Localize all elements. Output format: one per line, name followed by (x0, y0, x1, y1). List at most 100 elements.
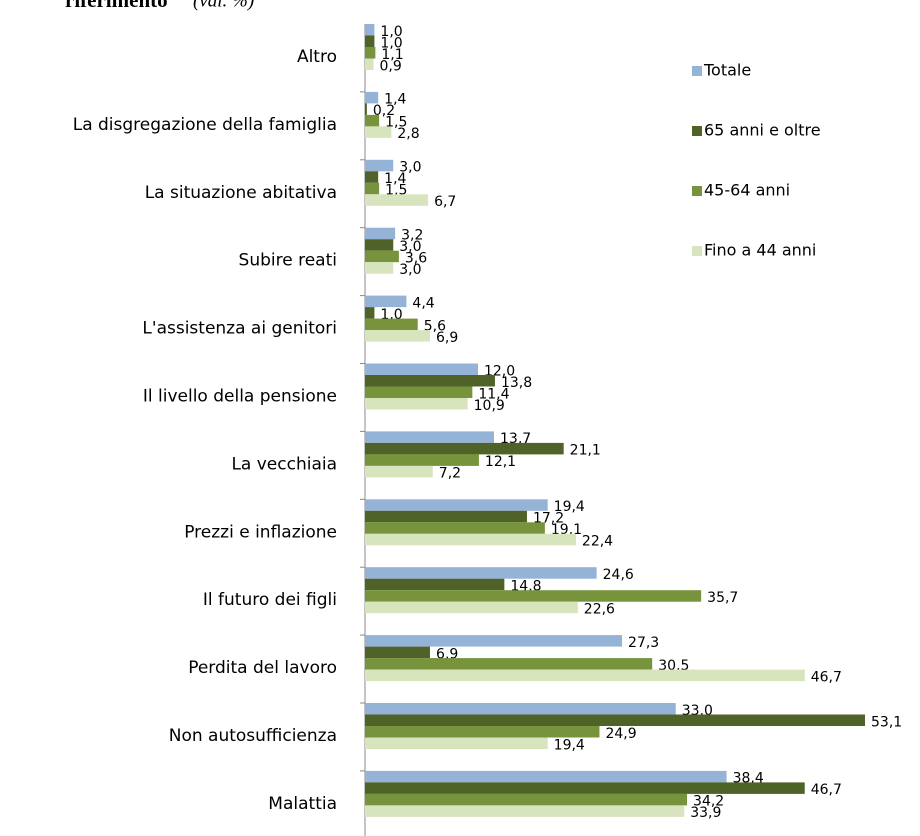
data-label: 21,1 (570, 443, 601, 459)
legend-label: Totale (703, 61, 751, 80)
legend-swatch (692, 246, 702, 256)
bar (365, 601, 578, 614)
bar (365, 578, 505, 591)
category-label: Perdita del lavoro (188, 658, 337, 678)
bar (365, 714, 865, 726)
data-label: 6,9 (436, 330, 458, 346)
bar (365, 126, 392, 138)
data-label: 1,1 (381, 47, 403, 63)
bar (365, 635, 623, 647)
bar (365, 431, 495, 443)
data-label: 33,9 (690, 805, 721, 821)
bar (365, 658, 653, 670)
bar (365, 590, 702, 602)
data-label: 3,6 (405, 250, 427, 266)
bar (365, 442, 564, 455)
data-label: 1,4 (384, 92, 406, 108)
bar (365, 239, 394, 251)
data-label: 3,2 (401, 227, 423, 243)
bar (365, 91, 379, 104)
chart-title: riferimento (65, 0, 168, 12)
category-label: L'assistenza ai genitori (142, 319, 337, 339)
data-label: 27,3 (628, 635, 659, 651)
bar (365, 24, 375, 36)
data-label: 1,0 (380, 24, 402, 40)
data-label: 3,0 (399, 262, 421, 278)
data-label: 2,8 (397, 126, 419, 142)
data-label: 19,4 (554, 737, 585, 753)
data-label: 35,7 (707, 590, 738, 606)
bar (365, 646, 430, 659)
bar (365, 227, 396, 240)
bar (365, 363, 478, 375)
legend-swatch (692, 126, 702, 136)
data-label: 3,0 (399, 239, 421, 255)
bar (365, 159, 394, 172)
category-label: Il futuro dei figli (203, 590, 337, 610)
data-label: 34,2 (693, 794, 724, 810)
bar (365, 782, 805, 794)
bar (365, 805, 685, 817)
data-label: 24,6 (603, 567, 634, 583)
bar (365, 510, 527, 523)
bar (365, 567, 597, 579)
data-label: 12,1 (485, 454, 516, 470)
bar (365, 47, 376, 59)
bar (365, 737, 548, 749)
legend-swatch (692, 186, 702, 196)
data-label: 10,9 (474, 398, 505, 414)
category-label: Subire reati (239, 251, 337, 271)
bar (365, 35, 375, 47)
bar (365, 182, 380, 195)
legend-label: Fino a 44 anni (704, 241, 816, 260)
category-label: Altro (297, 47, 337, 67)
data-label: 1,0 (380, 35, 402, 51)
data-label: 11,4 (478, 386, 509, 402)
bar (365, 533, 576, 546)
category-label: Malattia (268, 794, 337, 814)
category-label: Prezzi e inflazione (184, 522, 337, 542)
legend-label: 65 anni e oltre (704, 121, 821, 140)
bar (365, 250, 399, 263)
bar (365, 454, 479, 466)
bar (365, 330, 430, 342)
category-label: Non autosufficienza (169, 726, 337, 746)
category-label: La vecchiaia (231, 454, 337, 474)
data-label: 22,4 (582, 534, 613, 550)
bar (365, 726, 600, 738)
bar (365, 194, 429, 206)
data-label: 53,1 (871, 714, 902, 730)
bar (365, 295, 407, 308)
data-label: 3,0 (399, 160, 421, 176)
category-label: La disgregazione della famiglia (73, 115, 337, 135)
bar (365, 398, 468, 410)
bar (365, 386, 473, 398)
data-label: 13,8 (501, 375, 532, 391)
data-label: 1,4 (384, 171, 406, 187)
bar (365, 114, 380, 127)
data-label: 19,4 (554, 499, 585, 515)
legend-swatch (692, 66, 702, 76)
bar (365, 375, 495, 387)
data-label: 6,7 (434, 194, 456, 210)
bar (365, 318, 418, 331)
bar (365, 793, 688, 806)
bar (365, 499, 548, 511)
data-label: 0,9 (379, 58, 401, 74)
bar (365, 703, 676, 715)
bar (365, 669, 805, 682)
category-label: Il livello della pensione (143, 386, 337, 406)
data-label: 7,2 (439, 466, 461, 482)
bar (365, 522, 545, 534)
category-label: La situazione abitativa (145, 183, 337, 203)
data-label: 46,7 (811, 782, 842, 798)
bar (365, 307, 375, 319)
legend-label: 45-64 anni (704, 181, 790, 200)
chart-subtitle: (val. %) (193, 0, 254, 11)
bar (365, 171, 379, 183)
bar (365, 262, 394, 274)
bar (365, 770, 727, 783)
bar (365, 103, 367, 115)
data-label: 46,7 (811, 669, 842, 685)
